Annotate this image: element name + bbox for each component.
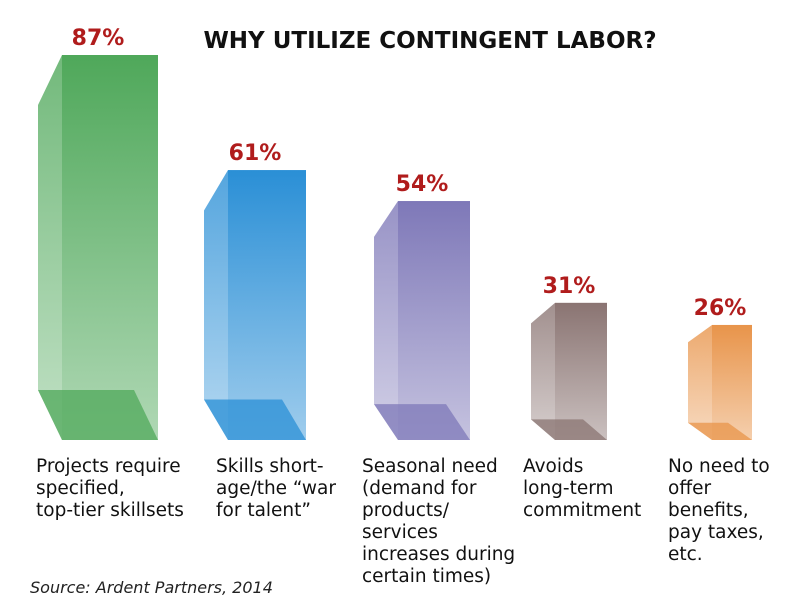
bar (204, 170, 306, 440)
bar (531, 302, 607, 440)
bar-side (38, 55, 62, 440)
category-label: Skills short- age/the “war for talent” (216, 456, 336, 521)
bar-side (688, 324, 712, 440)
value-label: 26% (694, 296, 747, 321)
source-note: Source: Ardent Partners, 2014 (30, 578, 273, 597)
bar-side (204, 170, 228, 440)
category-label: Avoids long-term commitment (523, 456, 642, 521)
bar-bottom (38, 390, 158, 440)
value-label: 54% (396, 172, 449, 197)
value-label: 31% (543, 274, 596, 299)
bar-front (555, 302, 607, 440)
bar-bottom (688, 422, 752, 440)
bar (688, 324, 752, 440)
bar-bottom (204, 399, 306, 440)
bar-bottom (531, 419, 607, 440)
bar-bottom (374, 404, 470, 440)
value-label: 61% (229, 141, 282, 166)
bar-front (228, 170, 306, 440)
bar-front (712, 324, 752, 440)
bar-front (398, 201, 470, 440)
chart-title: WHY UTILIZE CONTINGENT LABOR? (203, 28, 657, 54)
bar-side (531, 302, 555, 440)
bar-front (62, 55, 158, 440)
category-label: Projects require specified, top-tier ski… (36, 456, 184, 521)
bar (38, 55, 158, 440)
value-label: 87% (72, 26, 125, 51)
category-label: No need to offer benefits, pay taxes, et… (668, 456, 770, 565)
category-label: Seasonal need (demand for products/ serv… (362, 456, 516, 587)
bar (374, 201, 470, 440)
bar-side (374, 201, 398, 440)
